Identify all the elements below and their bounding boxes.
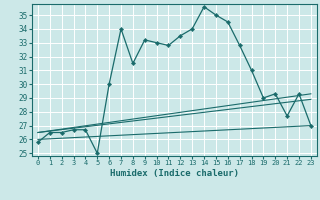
X-axis label: Humidex (Indice chaleur): Humidex (Indice chaleur) <box>110 169 239 178</box>
